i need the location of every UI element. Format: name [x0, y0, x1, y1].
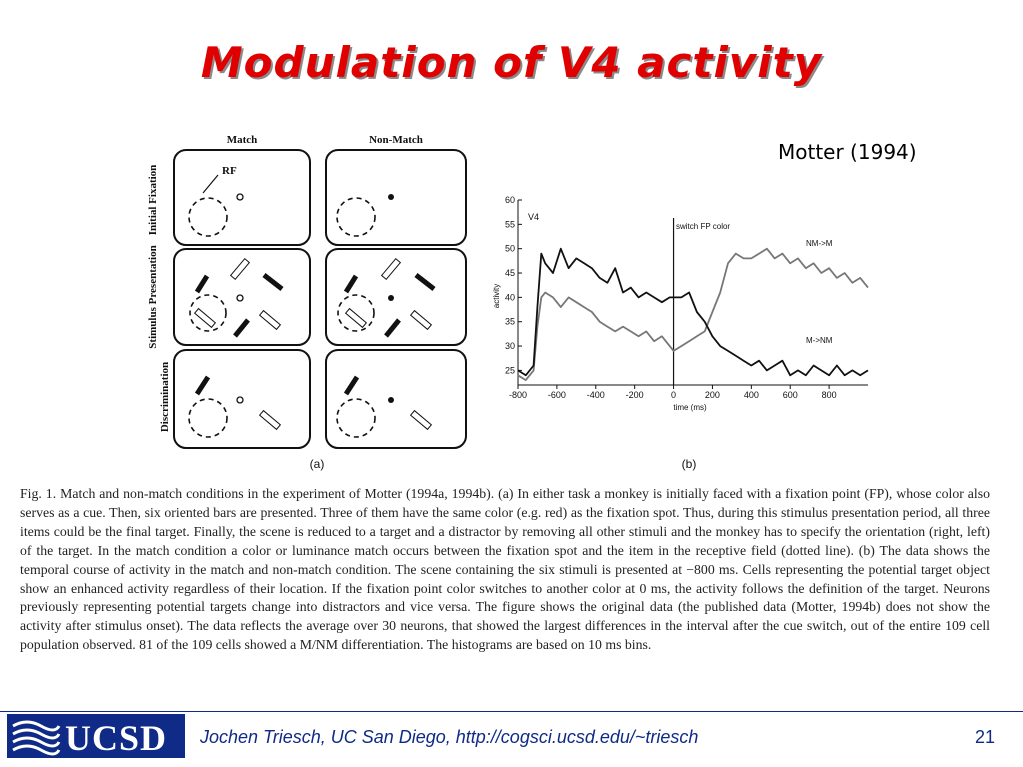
panel-nonmatch-stimulus [325, 248, 467, 346]
receptive-field-circle [189, 294, 227, 332]
series-lines [517, 247, 869, 382]
rf-label: RF [222, 165, 237, 177]
bar-outline [380, 257, 402, 281]
panel-nonmatch-initial [325, 149, 467, 246]
ucsd-logo: UCSD [7, 714, 185, 758]
row-label-stimulus-text: Stimulus Presentation [147, 245, 159, 348]
bar-outline [193, 307, 217, 329]
panel-nonmatch-discrimination [325, 349, 467, 449]
fixation-point [236, 193, 244, 201]
bar-filled [194, 274, 210, 294]
ucsd-logo-text: UCSD [65, 718, 168, 758]
fixation-point [236, 396, 244, 404]
ucsd-wave-icon [12, 720, 61, 756]
x-tick-label: 400 [744, 390, 759, 400]
receptive-field-circle [336, 197, 376, 237]
fixation-point [388, 397, 394, 403]
panel-match-discrimination [173, 349, 311, 449]
x-tick-label: 800 [822, 390, 837, 400]
y-tick-label: 45 [505, 268, 515, 278]
x-ticks: -800 -600 -400 -200 0 200 400 600 800 [509, 385, 837, 400]
y-tick-label: 30 [505, 341, 515, 351]
panel-match-initial [173, 149, 311, 246]
panel-label-v4: V4 [528, 212, 539, 222]
x-tick-label: -600 [548, 390, 566, 400]
y-tick-label: 60 [505, 195, 515, 205]
y-tick-label: 55 [505, 219, 515, 229]
bar-filled [384, 318, 401, 338]
x-tick-label: -400 [587, 390, 605, 400]
row-label-stimulus: Stimulus Presentation [147, 245, 159, 348]
x-tick-label: -200 [626, 390, 644, 400]
x-axis-label: time (ms) [673, 403, 707, 412]
citation: Motter (1994) [778, 140, 917, 164]
rf-pointer [202, 174, 219, 194]
figure-a-label: (a) [310, 457, 325, 471]
y-tick-label: 25 [505, 365, 515, 375]
series-label-nm-m: NM->M [806, 239, 833, 248]
bar-outline [258, 309, 282, 331]
row-label-discrimination-text: Discrimination [159, 362, 171, 432]
series-label-m-nm: M->NM [806, 336, 833, 345]
bar-filled [233, 318, 250, 338]
bar-filled [343, 375, 360, 396]
column-header-nonmatch: Non-Match [369, 134, 423, 146]
x-tick-label: 600 [783, 390, 798, 400]
figure-caption: Fig. 1. Match and non-match conditions i… [20, 486, 990, 653]
bar-outline [409, 309, 433, 331]
row-label-discrimination: Discrimination [159, 362, 171, 432]
x-tick-label: 0 [671, 390, 676, 400]
panel-match-stimulus [173, 248, 311, 346]
footer-divider [0, 711, 1023, 712]
event-label: switch FP color [676, 222, 730, 231]
row-label-initial-text: Initial Fixation [147, 165, 159, 236]
y-tick-label: 40 [505, 292, 515, 302]
bar-filled [414, 273, 436, 291]
bar-filled [194, 375, 211, 396]
bar-filled [262, 273, 284, 291]
y-tick-label: 50 [505, 244, 515, 254]
row-label-initial: Initial Fixation [147, 165, 159, 236]
slide-title: Modulation of V4 activity [200, 38, 823, 87]
bar-outline [229, 257, 251, 281]
series-line-m-nm [517, 247, 869, 377]
column-header-match: Match [227, 134, 258, 146]
footer-author-url: Jochen Triesch, UC San Diego, http://cog… [200, 727, 699, 747]
page-number: 21 [975, 727, 996, 747]
figure-a: Match Non-Match Initial Fixation Stimulu… [147, 134, 467, 471]
fixation-point [388, 194, 394, 200]
y-axis-label-text: activity [492, 284, 501, 308]
receptive-field-circle [336, 398, 376, 438]
receptive-field-circle [188, 197, 228, 237]
bar-filled [343, 274, 359, 294]
y-ticks: 60 55 50 45 40 35 30 25 [505, 195, 522, 375]
figure-b-label: (b) [682, 457, 697, 471]
fixation-point [388, 295, 394, 301]
y-axis-label: activity [492, 284, 501, 308]
x-tick-label: -800 [509, 390, 527, 400]
figure-b-chart: 60 55 50 45 40 35 30 25 -800 -600 -400 -200 0 200 400… [492, 195, 869, 471]
figure: Match Non-Match Initial Fixation Stimulu… [147, 134, 869, 471]
x-tick-label: 200 [705, 390, 720, 400]
bar-outline [344, 307, 368, 329]
series-line-nm-m [517, 247, 869, 382]
fixation-point [236, 294, 244, 302]
bar-outline [409, 409, 433, 431]
bar-outline [258, 409, 282, 431]
receptive-field-circle [337, 294, 375, 332]
receptive-field-circle [188, 398, 228, 438]
y-tick-label: 35 [505, 317, 515, 327]
